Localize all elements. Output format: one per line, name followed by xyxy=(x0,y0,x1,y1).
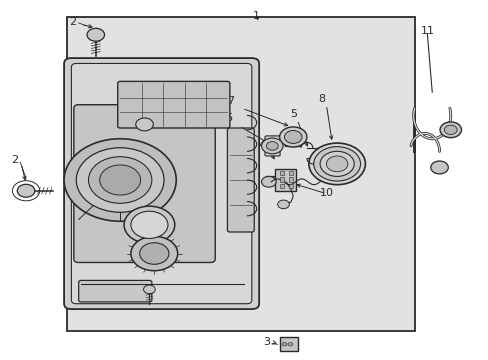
FancyBboxPatch shape xyxy=(79,280,152,302)
Bar xyxy=(288,184,292,188)
Circle shape xyxy=(430,161,447,174)
Text: 4: 4 xyxy=(258,140,264,150)
Circle shape xyxy=(308,143,365,185)
Circle shape xyxy=(277,200,289,209)
Circle shape xyxy=(261,176,276,187)
Circle shape xyxy=(17,184,35,197)
FancyBboxPatch shape xyxy=(280,337,297,351)
FancyBboxPatch shape xyxy=(118,81,229,128)
FancyBboxPatch shape xyxy=(71,63,251,304)
Circle shape xyxy=(136,118,153,131)
Circle shape xyxy=(140,243,168,264)
Text: 6: 6 xyxy=(225,113,232,123)
Circle shape xyxy=(76,148,163,212)
Bar xyxy=(280,171,284,175)
Text: 11: 11 xyxy=(420,26,433,36)
Circle shape xyxy=(313,147,360,181)
Circle shape xyxy=(444,125,456,134)
Text: 9: 9 xyxy=(108,204,115,215)
Circle shape xyxy=(88,157,152,203)
FancyBboxPatch shape xyxy=(64,58,259,309)
Circle shape xyxy=(326,156,347,172)
Circle shape xyxy=(131,236,177,271)
Circle shape xyxy=(64,139,176,221)
Circle shape xyxy=(87,28,104,41)
FancyBboxPatch shape xyxy=(227,128,254,232)
Bar xyxy=(280,177,284,182)
Text: 5: 5 xyxy=(289,109,296,120)
Bar xyxy=(66,17,414,330)
Circle shape xyxy=(124,206,174,243)
FancyBboxPatch shape xyxy=(74,105,215,262)
Bar xyxy=(280,184,284,188)
Text: 1: 1 xyxy=(253,11,260,21)
Bar xyxy=(288,177,292,182)
Text: 10: 10 xyxy=(319,188,333,198)
Circle shape xyxy=(261,138,283,154)
Circle shape xyxy=(100,165,141,195)
FancyBboxPatch shape xyxy=(264,136,280,156)
Text: 3: 3 xyxy=(263,337,269,347)
Circle shape xyxy=(266,141,278,150)
Text: 8: 8 xyxy=(317,94,325,104)
Circle shape xyxy=(284,131,302,143)
Bar xyxy=(288,171,292,175)
Text: 7: 7 xyxy=(227,96,234,106)
Text: 2: 2 xyxy=(11,155,18,165)
FancyBboxPatch shape xyxy=(285,138,301,147)
Text: 2: 2 xyxy=(69,17,76,27)
Circle shape xyxy=(279,127,306,147)
Circle shape xyxy=(131,211,167,238)
FancyBboxPatch shape xyxy=(275,168,295,192)
Circle shape xyxy=(287,342,292,346)
Circle shape xyxy=(143,285,155,294)
Circle shape xyxy=(439,122,461,138)
Circle shape xyxy=(282,342,286,346)
Circle shape xyxy=(320,151,353,176)
